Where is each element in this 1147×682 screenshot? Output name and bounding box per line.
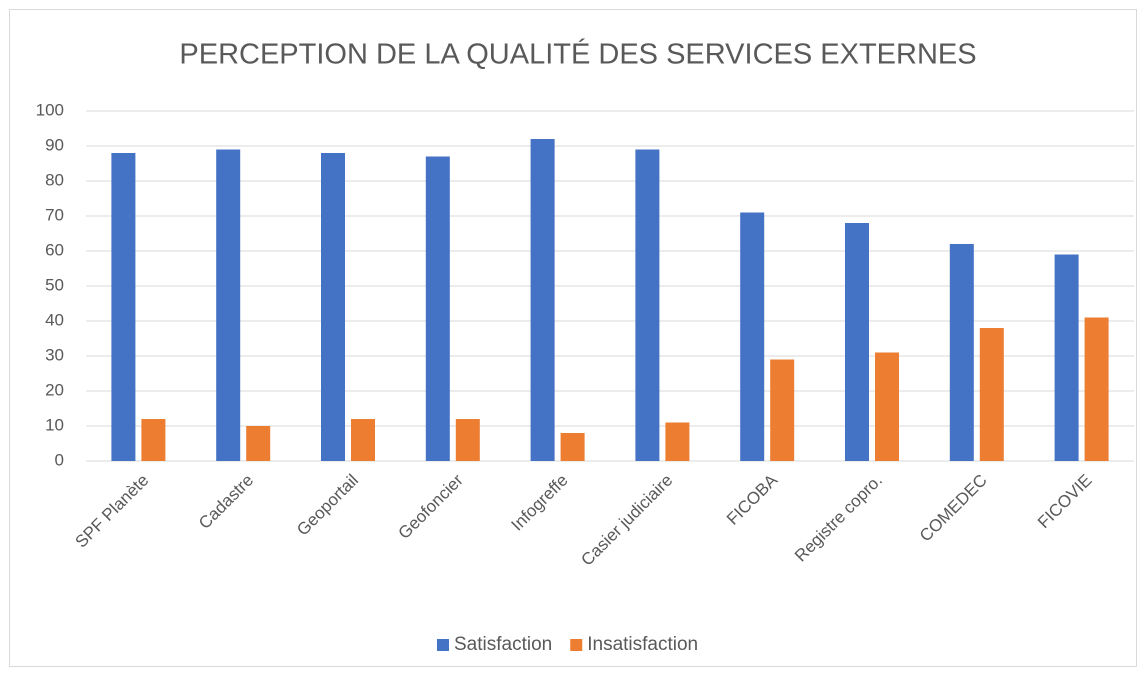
y-tick-label: 60 [45, 240, 64, 259]
bar [111, 153, 136, 461]
bar [875, 352, 899, 461]
bar [845, 223, 869, 461]
legend-swatch [437, 639, 449, 651]
bar [246, 426, 271, 461]
y-tick-label: 50 [45, 275, 64, 294]
bar [530, 139, 555, 461]
bar [949, 244, 974, 461]
chart-frame [9, 9, 1137, 667]
bar [351, 419, 375, 461]
bar [770, 359, 795, 461]
bar [740, 212, 765, 461]
y-tick-label: 70 [45, 205, 64, 224]
y-tick-label: 40 [45, 310, 64, 329]
bar [455, 419, 480, 461]
bar [216, 149, 241, 461]
legend-label: Insatisfaction [587, 634, 698, 655]
y-tick-label: 10 [45, 415, 64, 434]
chart-title: PERCEPTION DE LA QUALITÉ DES SERVICES EX… [179, 38, 976, 71]
bar [979, 328, 1004, 461]
bar [425, 156, 450, 461]
bar [321, 153, 345, 461]
legend-swatch [570, 639, 583, 651]
y-tick-label: 80 [45, 170, 64, 189]
bar [635, 149, 660, 461]
bar [560, 433, 585, 461]
legend: Satisfaction Insatisfaction [437, 634, 698, 655]
bar [665, 422, 690, 461]
bar [141, 419, 166, 461]
y-tick-label: 30 [45, 345, 64, 364]
bar [1054, 254, 1079, 461]
y-tick-label: 0 [55, 450, 64, 469]
y-tick-label: 90 [45, 135, 64, 154]
y-tick-label: 20 [45, 380, 64, 399]
legend-label: Satisfaction [454, 634, 552, 655]
y-tick-label: 100 [36, 100, 64, 119]
bar [1084, 317, 1109, 461]
